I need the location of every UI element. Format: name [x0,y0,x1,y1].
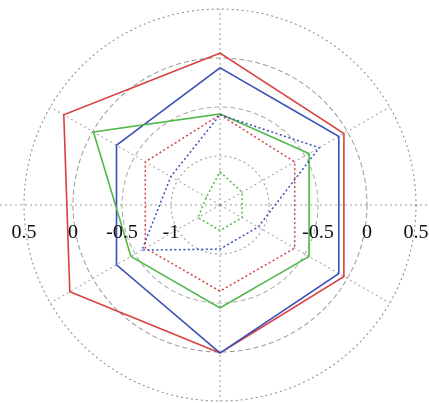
tick-label-left: -1 [163,221,180,243]
tick-label-right: 0.5 [404,221,429,243]
series-polygon-5 [140,113,321,251]
tick-label-right: -0.5 [302,221,334,243]
grid-ring [72,57,368,353]
series-polygon-4 [144,113,296,293]
grid-ring [121,106,319,304]
grid-ring [170,155,270,255]
tick-label-right: 0 [362,221,372,243]
tick-label-left: 0.5 [12,221,37,243]
grid-ring [23,8,417,402]
chart-tick-labels: 0.5 0 -0.5 -1 -0.5 0 0.5 [12,221,429,243]
series-polygon-6 [196,170,243,232]
tick-label-left: -0.5 [106,221,138,243]
series-polygon-3 [92,113,310,309]
tick-label-left: 0 [68,221,78,243]
chart-grid [0,8,429,402]
chart-series-layer [62,52,345,355]
radial-spoke [50,106,221,206]
series-polygon-2 [115,66,340,355]
